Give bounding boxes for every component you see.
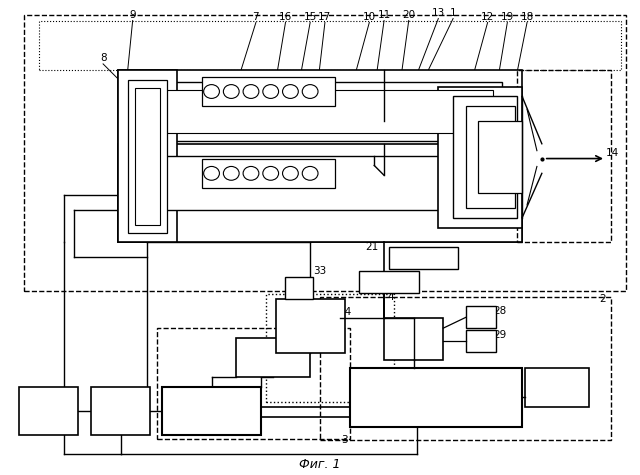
Bar <box>466 306 495 328</box>
Bar <box>202 77 335 106</box>
Text: 3: 3 <box>341 435 348 445</box>
Ellipse shape <box>204 166 220 180</box>
Bar <box>285 277 313 299</box>
Bar <box>157 328 349 438</box>
Bar <box>19 387 79 435</box>
Bar <box>24 15 626 291</box>
Text: 23: 23 <box>382 278 396 288</box>
Bar <box>525 368 589 407</box>
Bar <box>349 368 522 427</box>
Text: 30: 30 <box>204 405 220 418</box>
Bar <box>453 96 517 218</box>
Text: 33: 33 <box>314 266 326 276</box>
Bar <box>39 20 621 70</box>
Text: 19: 19 <box>500 11 514 21</box>
Bar <box>389 247 458 269</box>
Text: 14: 14 <box>606 148 619 158</box>
Bar <box>134 87 160 225</box>
Text: Фиг. 1: Фиг. 1 <box>300 458 340 471</box>
Text: 24: 24 <box>323 305 337 315</box>
Text: 24: 24 <box>338 307 351 317</box>
Bar <box>202 159 335 188</box>
Text: 2: 2 <box>600 294 606 304</box>
Bar <box>163 387 261 435</box>
Text: 26: 26 <box>406 334 420 344</box>
Text: 4: 4 <box>388 292 394 302</box>
Text: 32: 32 <box>303 321 317 331</box>
Text: 21: 21 <box>365 242 379 252</box>
Ellipse shape <box>263 85 278 98</box>
Bar <box>360 271 419 293</box>
Text: 13: 13 <box>432 8 445 18</box>
Bar <box>143 90 493 133</box>
Text: 17: 17 <box>318 11 332 21</box>
Text: 27: 27 <box>550 382 564 392</box>
Text: 10: 10 <box>363 11 376 21</box>
Text: 29: 29 <box>493 330 506 340</box>
Bar <box>118 70 522 242</box>
Bar <box>118 144 522 242</box>
Text: 31: 31 <box>266 353 279 363</box>
Bar <box>517 70 611 242</box>
Text: 6: 6 <box>45 406 52 416</box>
Ellipse shape <box>204 85 220 98</box>
Ellipse shape <box>223 85 239 98</box>
Ellipse shape <box>243 85 259 98</box>
Bar <box>477 121 522 193</box>
Text: 18: 18 <box>520 11 534 21</box>
Bar <box>276 299 345 353</box>
Bar <box>128 80 167 232</box>
Bar <box>466 106 515 208</box>
Text: 6: 6 <box>45 405 52 418</box>
Bar <box>266 294 394 402</box>
Text: 26: 26 <box>407 334 420 344</box>
Ellipse shape <box>243 166 259 180</box>
Ellipse shape <box>282 166 298 180</box>
Text: 9: 9 <box>129 10 136 19</box>
Text: 5: 5 <box>117 405 125 418</box>
Bar <box>438 86 522 228</box>
Ellipse shape <box>223 166 239 180</box>
Text: 25: 25 <box>428 390 444 404</box>
Bar <box>466 330 495 352</box>
Text: 27: 27 <box>550 382 563 392</box>
Ellipse shape <box>302 166 318 180</box>
Bar <box>320 296 611 439</box>
Bar <box>118 70 177 242</box>
Ellipse shape <box>302 85 318 98</box>
Text: 28: 28 <box>493 306 506 316</box>
Text: 16: 16 <box>279 11 292 21</box>
Text: 32: 32 <box>303 321 317 331</box>
Text: 1: 1 <box>450 8 456 18</box>
Ellipse shape <box>282 85 298 98</box>
Bar <box>132 156 502 210</box>
Text: 15: 15 <box>303 11 317 21</box>
Bar <box>236 338 310 378</box>
Ellipse shape <box>263 166 278 180</box>
Text: 12: 12 <box>481 11 494 21</box>
Bar <box>132 82 502 141</box>
Bar <box>384 318 444 360</box>
Text: 31: 31 <box>266 353 280 363</box>
Text: 20: 20 <box>402 10 415 19</box>
Bar <box>92 387 150 435</box>
Text: 11: 11 <box>378 10 390 19</box>
Text: 30: 30 <box>204 405 220 418</box>
Text: 7: 7 <box>253 11 259 21</box>
Text: 25: 25 <box>428 390 444 404</box>
Text: 22: 22 <box>417 254 431 264</box>
Text: 8: 8 <box>100 53 106 63</box>
Text: 5: 5 <box>118 406 124 416</box>
Text: 23: 23 <box>382 278 396 288</box>
